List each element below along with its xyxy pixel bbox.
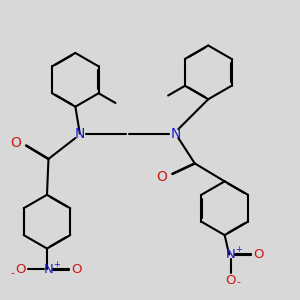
Text: N: N	[44, 263, 53, 276]
Text: +: +	[235, 244, 242, 253]
Text: N: N	[170, 127, 181, 141]
Text: O: O	[10, 136, 21, 149]
Text: -: -	[11, 268, 15, 278]
Text: O: O	[72, 263, 82, 276]
Text: N: N	[75, 127, 85, 141]
Text: -: -	[236, 277, 240, 287]
Text: O: O	[253, 248, 263, 261]
Text: N: N	[226, 248, 236, 261]
Text: +: +	[53, 260, 60, 268]
Text: O: O	[15, 263, 26, 276]
Text: O: O	[157, 170, 167, 184]
Text: O: O	[225, 274, 236, 287]
